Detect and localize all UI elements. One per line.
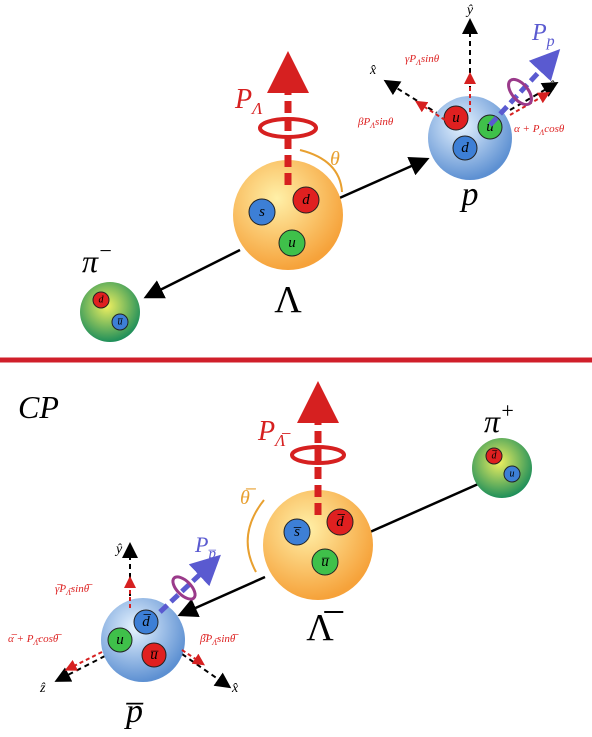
quark-label: u [510, 469, 515, 480]
component-label: α + PΛcosθ [514, 123, 565, 137]
decay-arrow [148, 250, 240, 296]
angle-arc [248, 500, 264, 572]
angle-label: θ̅ [240, 487, 257, 509]
quark-label: u [452, 110, 460, 126]
symbol: P [531, 20, 547, 46]
top-panel: s d u PΛ θ Λ d u̅ π− u u d p Pp ŷ x̂ ẑ γ… [80, 3, 565, 342]
suffix: sinθ̅ [217, 633, 239, 645]
prefix: γ̅P [55, 583, 66, 595]
prefix: βP [357, 116, 370, 128]
polarization-label: PΛ [234, 84, 263, 118]
prefix: α + P [514, 123, 540, 135]
component-label: βPΛsinθ [357, 116, 394, 130]
axis-label: ŷ [114, 542, 123, 557]
pion-sphere [472, 438, 532, 498]
proton-label: p̅ [124, 693, 144, 730]
component-label: γ̅PΛ̅sinθ̅ [55, 583, 93, 597]
subscript: Λ̅ [273, 431, 291, 450]
quark-label: d [461, 140, 469, 156]
bottom-panel: s̅ d̅ u̅ PΛ̅ θ̅ Λ̅ d̅ u π+ d̅ u u̅ p̅ Pp… [8, 398, 532, 730]
quark-label: s [259, 204, 265, 220]
suffix: cosθ̅ [38, 633, 62, 645]
transform-label: CP [18, 389, 59, 425]
component-label: α̅ + PΛ̅cosθ̅ [8, 633, 62, 647]
decay-arrow [370, 477, 494, 532]
component-label: γPΛsinθ [405, 53, 440, 67]
quark-label: u̅ [150, 647, 159, 663]
quark-label: u [116, 632, 124, 648]
axis-label: ẑ [39, 681, 46, 696]
axis-label: x̂ [231, 681, 239, 696]
proton-label: p [460, 176, 479, 213]
lambda-label: Λ̅ [306, 607, 344, 649]
charge: + [500, 398, 515, 423]
suffix: cosθ [544, 123, 565, 135]
axis-label: ẑ [548, 79, 555, 94]
angle-label: θ [330, 148, 340, 170]
suffix: sinθ̅ [71, 583, 93, 595]
subscript: p [546, 33, 555, 50]
axis-line [182, 654, 228, 686]
axis-line [387, 82, 440, 115]
pion-label: π− [82, 238, 113, 279]
prefix: α̅ + P [8, 633, 34, 645]
quark-label: u̅ [321, 554, 330, 570]
suffix: sinθ [421, 53, 440, 65]
pion-sphere [80, 282, 140, 342]
axis-label: ŷ [465, 3, 474, 18]
proton-polarization-label: Pp̅ [194, 532, 217, 562]
decay-arrow [335, 160, 425, 200]
prefix: β̅P [199, 633, 212, 645]
symbol: P [257, 416, 275, 447]
proton-polarization-label: Pp [531, 20, 555, 50]
quark-label: u [288, 235, 296, 251]
polarization-label: PΛ̅ [257, 416, 291, 450]
suffix: sinθ [375, 116, 394, 128]
symbol: P [194, 532, 208, 557]
prefix: γP [405, 53, 416, 65]
symbol: π [484, 403, 501, 439]
lambda-label: Λ [274, 279, 302, 321]
axis-label: x̂ [369, 63, 377, 78]
charge: − [98, 238, 113, 263]
symbol: P [234, 84, 252, 115]
component-label: β̅PΛ̅sinθ̅ [199, 633, 239, 647]
subscript: p̅ [207, 546, 216, 562]
subscript: Λ [250, 99, 263, 118]
pion-label: π+ [484, 398, 515, 439]
quark-label: d [302, 192, 310, 208]
diagram: s d u PΛ θ Λ d u̅ π− u u d p Pp ŷ x̂ ẑ γ… [0, 0, 592, 737]
symbol: π [82, 243, 99, 279]
axis-line [58, 656, 105, 680]
